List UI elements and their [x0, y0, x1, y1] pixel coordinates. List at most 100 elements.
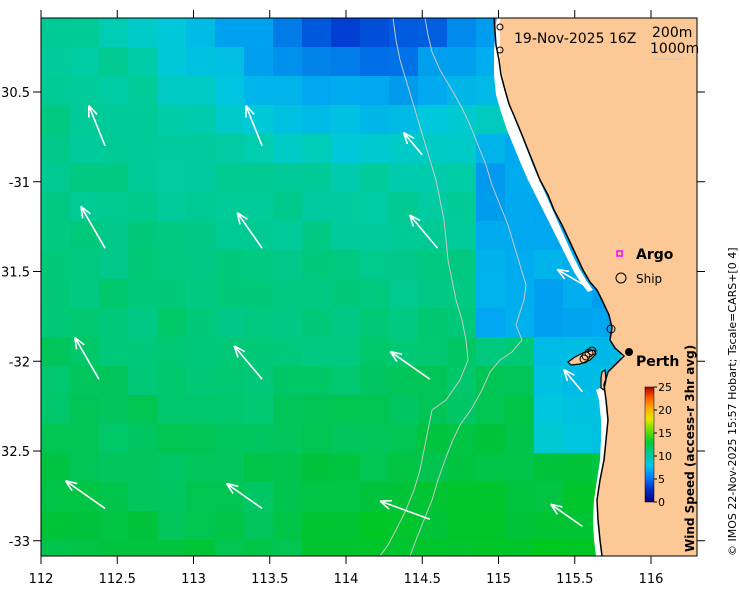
wind-speed-cell — [244, 511, 274, 541]
wind-speed-cell — [186, 279, 216, 309]
wind-speed-cell — [215, 482, 245, 512]
ship-legend-symbol — [615, 272, 627, 284]
wind-speed-cell — [157, 221, 187, 251]
wind-speed-cell — [302, 76, 332, 106]
wind-arrow — [74, 336, 100, 380]
wind-speed-cell — [534, 366, 564, 396]
wind-speed-cell — [360, 105, 390, 135]
wind-speed-cell — [157, 47, 187, 77]
wind-speed-cell — [331, 163, 361, 193]
wind-speed-cell — [447, 511, 477, 541]
wind-speed-cell — [331, 540, 361, 556]
coastline — [493, 18, 626, 556]
wind-speed-cell — [244, 163, 274, 193]
colorbar-tick-label: 10 — [658, 450, 672, 463]
wind-speed-cell — [418, 250, 448, 280]
wind-speed-cell — [476, 540, 506, 556]
wind-speed-cell — [302, 395, 332, 425]
wind-speed-cell — [157, 250, 187, 280]
wind-speed-cell — [186, 76, 216, 106]
colorbar-tick-label: 20 — [658, 404, 672, 417]
wind-speed-cell — [273, 424, 303, 454]
wind-speed-cell — [186, 221, 216, 251]
wind-arrow — [245, 105, 263, 147]
wind-speed-cell — [302, 366, 332, 396]
wind-speed-cell — [99, 395, 129, 425]
wind-speed-cell — [389, 134, 419, 164]
wind-speed-cell — [418, 337, 448, 367]
wind-speed-cell — [70, 424, 100, 454]
wind-speed-cell — [447, 395, 477, 425]
wind-speed-cell — [360, 18, 390, 48]
wind-speed-cell — [128, 47, 158, 77]
wind-speed-cell — [244, 279, 274, 309]
wind-speed-cell — [447, 540, 477, 556]
wind-speed-cell — [563, 308, 593, 338]
map-plot-area: Perth — [41, 18, 697, 556]
wind-speed-cell — [505, 482, 535, 512]
wind-speed-cell — [215, 453, 245, 483]
wind-speed-cell — [389, 279, 419, 309]
wind-speed-cell — [244, 366, 274, 396]
wind-speed-cell — [331, 105, 361, 135]
argo-symbol — [616, 250, 623, 257]
wind-speed-cell — [128, 134, 158, 164]
wind-speed-cell — [418, 366, 448, 396]
wind-speed-cell — [476, 308, 506, 338]
wind-speed-cell — [41, 453, 71, 483]
wind-speed-cell — [70, 76, 100, 106]
wind-speed-cell — [505, 366, 535, 396]
wind-speed-cell — [273, 47, 303, 77]
wind-speed-cell — [99, 250, 129, 280]
wind-speed-cell — [215, 511, 245, 541]
wind-speed-cell — [244, 250, 274, 280]
wind-speed-cell — [360, 337, 390, 367]
wind-speed-cell — [99, 47, 129, 77]
wind-speed-cell — [41, 250, 71, 280]
wind-speed-cell — [215, 540, 245, 556]
wind-speed-cell — [331, 482, 361, 512]
perth-marker — [625, 348, 633, 356]
wind-speed-cell — [186, 453, 216, 483]
wind-speed-cell — [447, 279, 477, 309]
wind-speed-cell — [360, 47, 390, 77]
wind-speed-cell — [360, 192, 390, 222]
wind-speed-cell — [534, 308, 564, 338]
wind-speed-cell — [302, 453, 332, 483]
wind-speed-cell — [389, 163, 419, 193]
wind-speed-cell — [128, 105, 158, 135]
wind-speed-cell — [41, 76, 71, 106]
wind-speed-cell — [505, 221, 535, 251]
wind-speed-cell — [215, 395, 245, 425]
wind-speed-cell — [128, 540, 158, 556]
wind-speed-cell — [186, 163, 216, 193]
wind-speed-cell — [331, 250, 361, 280]
wind-speed-cell — [534, 482, 564, 512]
wind-speed-cell — [505, 192, 535, 222]
contour-1000m — [379, 18, 469, 556]
wind-speed-cell — [215, 221, 245, 251]
wind-speed-cell — [99, 453, 129, 483]
ship-marker — [587, 346, 597, 356]
wind-arrow — [64, 480, 106, 510]
wind-speed-cell — [302, 47, 332, 77]
wind-speed-cell — [302, 221, 332, 251]
wind-speed-cell — [360, 134, 390, 164]
wind-speed-cell — [418, 76, 448, 106]
wind-speed-cell — [360, 453, 390, 483]
x-tick-label: 115.5 — [556, 572, 593, 587]
wind-speed-cell — [476, 250, 506, 280]
wind-speed-cell — [360, 308, 390, 338]
y-tick-label: 32.5 — [1, 445, 30, 460]
wind-speed-cell — [186, 18, 216, 48]
colorbar-title: Wind Speed (access-r 3hr avg) — [683, 344, 697, 552]
wind-speed-cell — [244, 540, 274, 556]
wind-speed-cell — [41, 424, 71, 454]
wind-speed-cell — [389, 395, 419, 425]
wind-speed-cell — [41, 308, 71, 338]
wind-speed-cell — [128, 453, 158, 483]
colorbar-tick-label: 0 — [658, 496, 665, 509]
wind-speed-cell — [273, 511, 303, 541]
wind-speed-cell — [70, 337, 100, 367]
wind-speed-cell — [215, 366, 245, 396]
